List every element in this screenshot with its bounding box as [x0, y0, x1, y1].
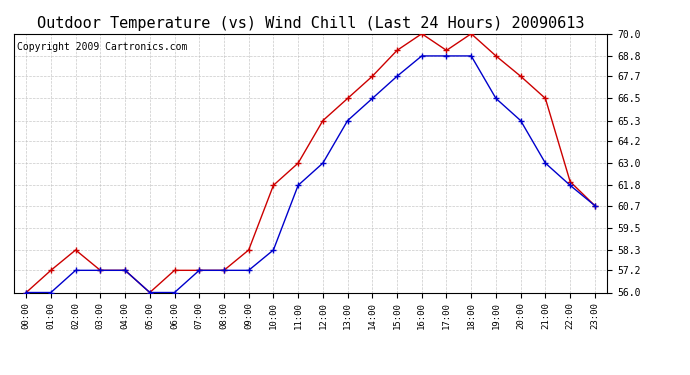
Text: Copyright 2009 Cartronics.com: Copyright 2009 Cartronics.com — [17, 42, 187, 51]
Title: Outdoor Temperature (vs) Wind Chill (Last 24 Hours) 20090613: Outdoor Temperature (vs) Wind Chill (Las… — [37, 16, 584, 31]
